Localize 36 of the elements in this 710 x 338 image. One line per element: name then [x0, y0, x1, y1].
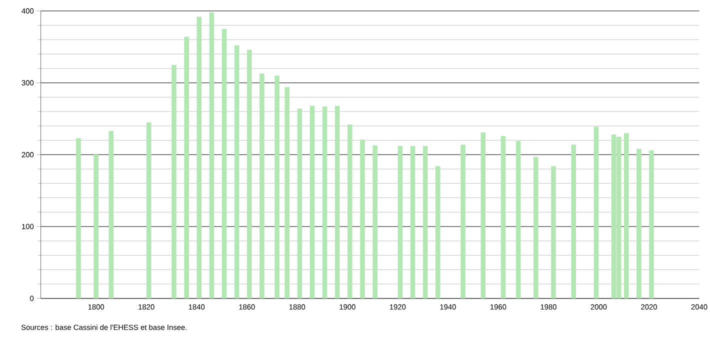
bar: [172, 64, 176, 298]
bar: [348, 124, 352, 298]
bar: [594, 126, 599, 298]
bar: [196, 16, 202, 298]
bar: [480, 132, 486, 298]
bar: [322, 106, 328, 298]
bar: [334, 106, 340, 298]
bar: [222, 28, 227, 298]
bar: [234, 45, 240, 298]
bar: [247, 50, 252, 298]
bar: [500, 136, 506, 298]
bar: [260, 73, 264, 298]
bar: [410, 146, 416, 298]
bar: [274, 76, 280, 298]
bar: [624, 133, 629, 298]
bar: [360, 139, 365, 298]
bar: [94, 154, 98, 298]
bar: [284, 87, 290, 298]
bar: [636, 148, 642, 298]
bar: [649, 150, 654, 298]
bar: [310, 106, 315, 298]
bar: [551, 166, 556, 298]
bar: [534, 156, 538, 298]
bar: [372, 145, 378, 298]
bar: [460, 144, 466, 298]
bar: [108, 130, 114, 298]
bar: [422, 146, 428, 298]
bar: [146, 122, 152, 298]
bar: [209, 12, 214, 298]
bar: [516, 140, 521, 298]
bar: [435, 166, 440, 298]
bar: [297, 108, 302, 298]
bar: [398, 146, 403, 298]
bar: [76, 138, 81, 298]
bar: [571, 144, 576, 298]
bar: [184, 36, 189, 298]
